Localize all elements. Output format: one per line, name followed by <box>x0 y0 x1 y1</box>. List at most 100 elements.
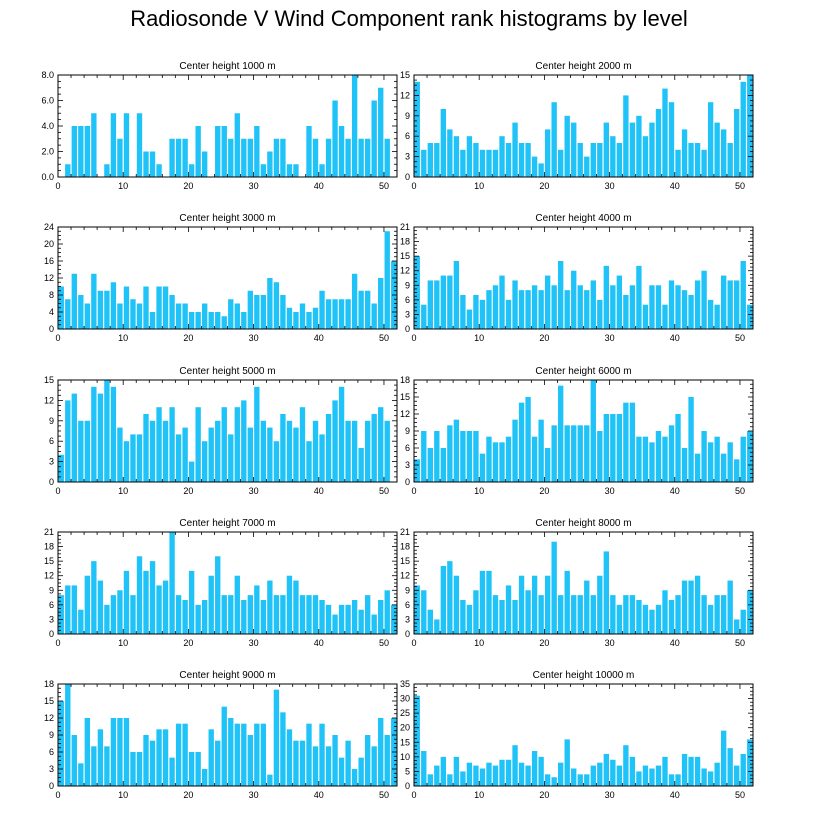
chart-panel-8: Center height 9000 m 0 10 20 30 40 50 0 3 6 9 12 15 1… <box>44 670 398 800</box>
chart-panel-4: Center height 5000 m 0 10 20 30 40 50 0 3 6 9 12 15 <box>44 366 398 496</box>
bar <box>740 261 746 329</box>
bar <box>577 285 583 329</box>
bar <box>747 739 753 786</box>
bar <box>734 765 740 786</box>
x-tick-label: 20 <box>539 486 549 496</box>
bar <box>714 595 720 634</box>
bar <box>188 312 195 329</box>
y-tick-label: 18 <box>400 375 410 385</box>
bar <box>571 270 577 329</box>
bar <box>169 757 175 786</box>
bar <box>260 723 267 786</box>
bar <box>603 753 609 786</box>
bar <box>531 436 538 482</box>
bar <box>610 595 616 634</box>
y-tick-label: 0 <box>405 172 410 182</box>
y-tick-label: 18 <box>400 237 410 247</box>
bar <box>681 290 688 329</box>
x-tick-label: 30 <box>249 790 259 800</box>
bar <box>544 275 551 329</box>
panel-title: Center height 7000 m <box>179 518 275 529</box>
bar <box>688 143 694 177</box>
bar <box>293 427 299 482</box>
x-tick-label: 40 <box>314 790 324 800</box>
bar <box>603 122 609 177</box>
bar <box>351 769 358 786</box>
bar <box>479 768 486 786</box>
bar <box>149 151 156 177</box>
bar <box>104 164 110 177</box>
bar <box>143 286 149 329</box>
y-tick-label: 3 <box>49 457 54 467</box>
y-tick-label: 3 <box>49 614 54 624</box>
bar <box>427 280 433 329</box>
bar <box>202 151 208 177</box>
bar <box>58 595 64 634</box>
bar <box>610 414 616 482</box>
bar <box>571 595 577 634</box>
bar <box>325 299 332 329</box>
bar <box>175 138 182 177</box>
bar <box>156 407 162 482</box>
bar <box>701 431 707 482</box>
bar <box>499 759 505 786</box>
bar <box>130 299 136 329</box>
bar <box>544 129 551 177</box>
bar <box>195 312 201 329</box>
bar <box>215 312 221 329</box>
bar <box>202 441 208 482</box>
bar <box>453 261 460 329</box>
x-tick-label: 20 <box>183 790 193 800</box>
bar <box>338 386 345 482</box>
x-tick-label: 20 <box>539 638 549 648</box>
bar <box>247 427 253 482</box>
bar <box>234 575 240 634</box>
bar <box>260 295 267 329</box>
bar <box>254 723 260 786</box>
x-tick-label: 10 <box>118 181 128 191</box>
bar <box>358 757 364 786</box>
bar <box>551 541 557 634</box>
bar <box>603 265 609 329</box>
bar <box>492 285 499 329</box>
bar <box>162 729 169 786</box>
bar <box>71 273 77 329</box>
bar <box>707 102 714 177</box>
bar <box>649 768 655 786</box>
panel-title: Center height 4000 m <box>535 213 631 224</box>
bar <box>358 138 364 177</box>
y-tick-label: 9 <box>405 111 410 121</box>
bar <box>649 442 655 482</box>
bar <box>551 425 557 482</box>
bar <box>378 278 384 329</box>
bar <box>688 580 694 634</box>
bar <box>260 420 267 482</box>
bar <box>662 436 668 482</box>
y-tick-label: 25 <box>400 708 410 718</box>
x-tick-label: 10 <box>474 790 484 800</box>
bar <box>351 600 358 634</box>
bar <box>221 407 227 482</box>
bar <box>228 434 234 482</box>
bar <box>714 436 720 482</box>
bar <box>58 454 64 482</box>
x-tick-label: 40 <box>670 333 680 343</box>
bar <box>104 380 110 482</box>
bar <box>649 122 655 177</box>
bar <box>714 122 720 177</box>
bar <box>571 768 577 786</box>
bar <box>110 386 117 482</box>
bar <box>195 126 201 177</box>
bar <box>479 299 486 329</box>
x-tick-label: 20 <box>183 486 193 496</box>
bar <box>208 427 214 482</box>
y-tick-label: 0 <box>405 324 410 334</box>
bar <box>558 595 564 634</box>
bar <box>499 442 505 482</box>
bar <box>91 113 97 177</box>
panel-title: Center height 8000 m <box>535 518 631 529</box>
bar <box>603 551 609 634</box>
bar <box>492 149 499 177</box>
x-tick-label: 20 <box>183 333 193 343</box>
bar <box>345 299 351 329</box>
